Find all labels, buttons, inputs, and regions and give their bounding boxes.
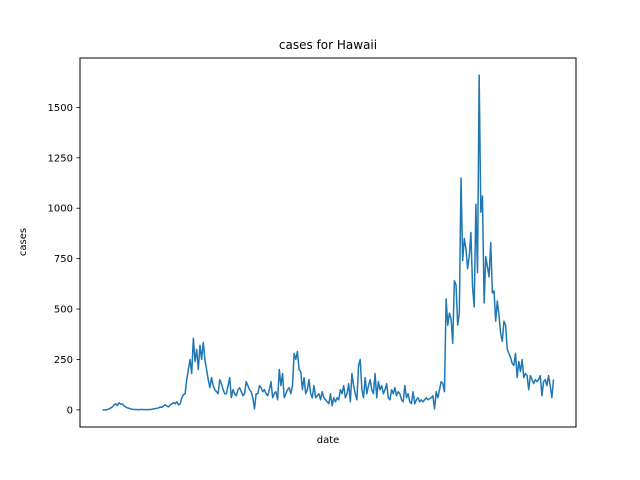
x-axis-label: date xyxy=(317,435,340,446)
plot-frame xyxy=(79,57,577,428)
y-tick-label: 1000 xyxy=(48,204,73,215)
y-tick-label: 750 xyxy=(54,254,73,265)
y-tick-label: 1250 xyxy=(48,153,73,164)
y-tick-label: 1500 xyxy=(48,103,73,114)
series-line xyxy=(102,74,555,411)
y-tick-label: 250 xyxy=(54,355,73,366)
y-tick-label: 0 xyxy=(67,405,73,416)
plot-background xyxy=(80,58,576,427)
y-axis-ticks: 0 250 500 750 1000 1250 1500 xyxy=(48,103,80,416)
series-group xyxy=(102,74,555,411)
chart-title: cases for Hawaii xyxy=(279,38,377,52)
y-axis-label: cases xyxy=(18,228,29,256)
y-tick-label: 500 xyxy=(54,305,73,316)
